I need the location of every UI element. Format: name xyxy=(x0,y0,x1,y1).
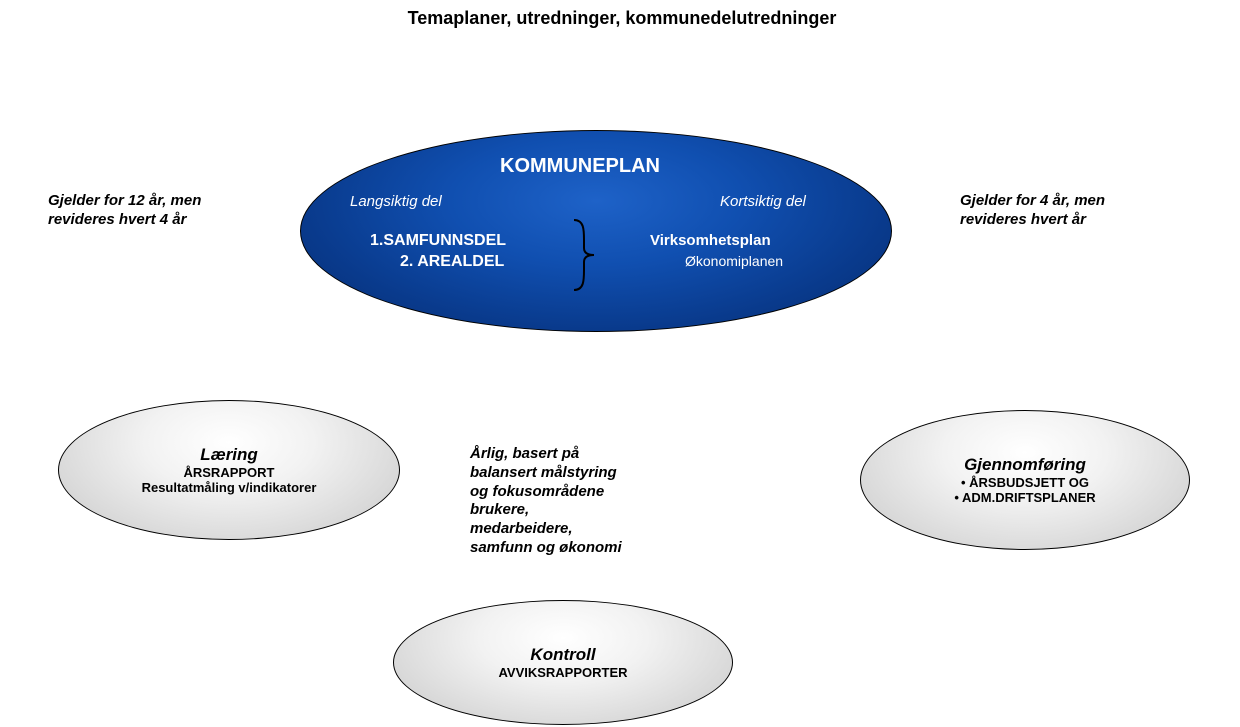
gjennomforing-title: Gjennomføring xyxy=(964,455,1086,475)
gjennomforing-ellipse: Gjennomføring • ÅRSBUDSJETT OG • ADM.DRI… xyxy=(860,410,1190,550)
blue-left-heading: Langsiktig del xyxy=(350,193,442,210)
kontroll-sub1: AVVIKSRAPPORTER xyxy=(498,665,627,680)
kommuneplan-title: KOMMUNEPLAN xyxy=(500,155,660,178)
note-center-l6: samfunn og økonomi xyxy=(470,539,622,558)
page-title: Temaplaner, utredninger, kommunedelutred… xyxy=(272,8,972,29)
blue-right-heading: Kortsiktig del xyxy=(720,193,806,210)
note-center: Årlig, basert på balansert målstyring og… xyxy=(470,445,622,558)
note-center-l3: og fokusområdene xyxy=(470,483,622,502)
note-right-l2: revideres hvert år xyxy=(960,211,1105,230)
laering-sub1: ÅRSRAPPORT xyxy=(183,465,274,480)
note-left-l2: revideres hvert 4 år xyxy=(48,211,201,230)
note-left-l1: Gjelder for 12 år, men xyxy=(48,192,201,211)
laering-ellipse: Læring ÅRSRAPPORT Resultatmåling v/indik… xyxy=(58,400,400,540)
note-center-l2: balansert målstyring xyxy=(470,464,622,483)
laering-title: Læring xyxy=(200,445,258,465)
kontroll-title: Kontroll xyxy=(530,645,595,665)
gjennomforing-sub1: • ÅRSBUDSJETT OG xyxy=(961,475,1089,490)
note-center-l1: Årlig, basert på xyxy=(470,445,622,464)
gjennomforing-sub2: • ADM.DRIFTSPLANER xyxy=(954,490,1095,505)
blue-left-b2: 2. AREALDEL xyxy=(400,253,504,271)
note-center-l4: brukere, xyxy=(470,501,622,520)
laering-sub2: Resultatmåling v/indikatorer xyxy=(142,480,317,495)
kontroll-ellipse: Kontroll AVVIKSRAPPORTER xyxy=(393,600,733,725)
note-right: Gjelder for 4 år, men revideres hvert år xyxy=(960,192,1105,230)
blue-left-b1: 1.SAMFUNNSDEL xyxy=(370,232,506,250)
note-center-l5: medarbeidere, xyxy=(470,520,622,539)
note-right-l1: Gjelder for 4 år, men xyxy=(960,192,1105,211)
blue-right-s1: Økonomiplanen xyxy=(685,253,783,269)
note-left: Gjelder for 12 år, men revideres hvert 4… xyxy=(48,192,201,230)
blue-right-b1: Virksomhetsplan xyxy=(650,232,771,249)
diagram-stage: Temaplaner, utredninger, kommunedelutred… xyxy=(0,0,1240,727)
